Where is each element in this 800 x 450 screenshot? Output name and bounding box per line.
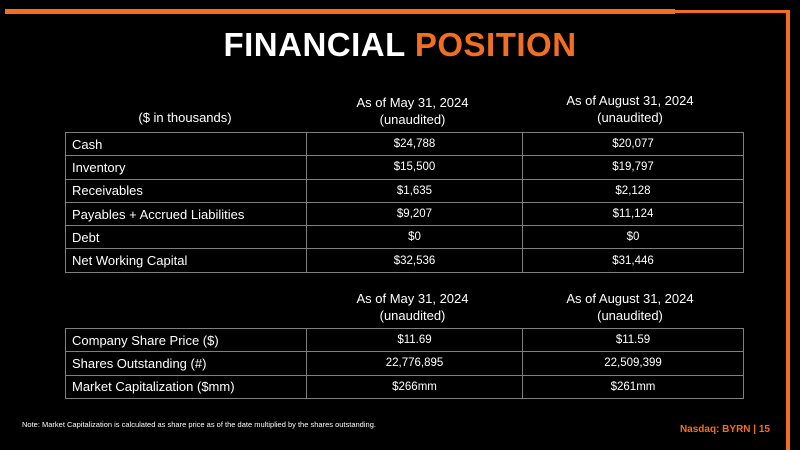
table2-col2-header: As of August 31, 2024 (unaudited) [520, 290, 740, 324]
title-part1: FINANCIAL [223, 26, 406, 63]
cell-label: Market Capitalization ($mm) [65, 374, 307, 399]
table2-col1-header: As of May 31, 2024 (unaudited) [305, 290, 520, 324]
header-line: (unaudited) [379, 112, 446, 127]
accent-bar-right [786, 10, 790, 450]
page-title: FINANCIAL POSITION [0, 26, 800, 64]
footnote: Note: Market Capitalization is calculate… [22, 420, 376, 429]
table-row: Receivables $1,635 $2,128 [65, 178, 744, 203]
cell-label: Payables + Accrued Liabilities [65, 201, 307, 227]
cell-may: $11.69 [306, 327, 523, 353]
cell-aug: $20,077 [522, 131, 744, 157]
header-line: As of August 31, 2024 [566, 291, 694, 306]
cell-label: Shares Outstanding (#) [65, 351, 307, 376]
cell-may: $9,207 [306, 201, 523, 227]
table-row: Shares Outstanding (#) 22,776,895 22,509,3… [65, 351, 744, 376]
table-row: Market Capitalization ($mm) $266mm $261mm [65, 374, 744, 399]
financial-position-table: Cash $24,788 $20,077 Inventory $15,500 $19,79… [65, 131, 744, 273]
header-line: As of May 31, 2024 [356, 291, 469, 306]
cell-aug: $19,797 [522, 155, 744, 180]
header-line: As of May 31, 2024 [356, 95, 469, 110]
cell-aug: $2,128 [522, 178, 744, 203]
header-line: (unaudited) [379, 308, 446, 323]
header-line: As of August 31, 2024 [566, 93, 694, 108]
table1-col2-header: As of August 31, 2024 (unaudited) [520, 92, 740, 126]
cell-label: Company Share Price ($) [65, 327, 307, 353]
cell-aug: $31,446 [522, 248, 744, 273]
cell-label: Debt [65, 225, 307, 250]
accent-bar-top [5, 9, 675, 14]
table-row: Company Share Price ($) $11.69 $11.59 [65, 327, 744, 353]
table-row: Payables + Accrued Liabilities $9,207 $11,… [65, 201, 744, 227]
table1-col1-header: As of May 31, 2024 (unaudited) [305, 94, 520, 128]
cell-label: Receivables [65, 178, 307, 203]
table-row: Inventory $15,500 $19,797 [65, 155, 744, 180]
header-line: (unaudited) [597, 110, 663, 125]
cell-aug: $11,124 [522, 201, 744, 227]
cell-aug: $11.59 [522, 327, 744, 353]
title-part2: POSITION [414, 26, 577, 63]
cell-label: Net Working Capital [65, 248, 307, 273]
table-row: Debt $0 $0 [65, 225, 744, 250]
cell-may: $266mm [306, 374, 523, 399]
cell-may: $1,635 [306, 178, 523, 203]
cell-aug: 22,509,399 [522, 351, 744, 376]
cell-aug: $261mm [522, 374, 744, 399]
cell-may: $0 [306, 225, 523, 250]
cell-label: Inventory [65, 155, 307, 180]
cell-may: $15,500 [306, 155, 523, 180]
footer-ticker-page: Nasdaq: BYRN | 15 [679, 424, 770, 435]
accent-bar-top-right [675, 10, 790, 13]
cell-may: $32,536 [306, 248, 523, 273]
cell-may: $24,788 [306, 131, 523, 157]
table-row: Cash $24,788 $20,077 [65, 131, 744, 157]
cell-may: 22,776,895 [306, 351, 523, 376]
cell-aug: $0 [522, 225, 744, 250]
header-line: (unaudited) [597, 308, 663, 323]
table-row: Net Working Capital $32,536 $31,446 [65, 248, 744, 273]
cell-label: Cash [65, 131, 307, 157]
unit-label: ($ in thousands) [138, 110, 232, 125]
market-cap-table: Company Share Price ($) $11.69 $11.59 Share… [65, 327, 744, 399]
